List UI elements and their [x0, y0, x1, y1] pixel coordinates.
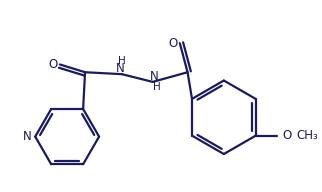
- Text: N: N: [116, 62, 124, 75]
- Text: CH₃: CH₃: [296, 129, 318, 142]
- Text: N: N: [150, 70, 159, 83]
- Text: O: O: [49, 58, 58, 71]
- Text: O: O: [168, 37, 178, 50]
- Text: N: N: [23, 130, 32, 143]
- Text: H: H: [118, 56, 126, 66]
- Text: O: O: [283, 129, 292, 142]
- Text: H: H: [153, 82, 160, 92]
